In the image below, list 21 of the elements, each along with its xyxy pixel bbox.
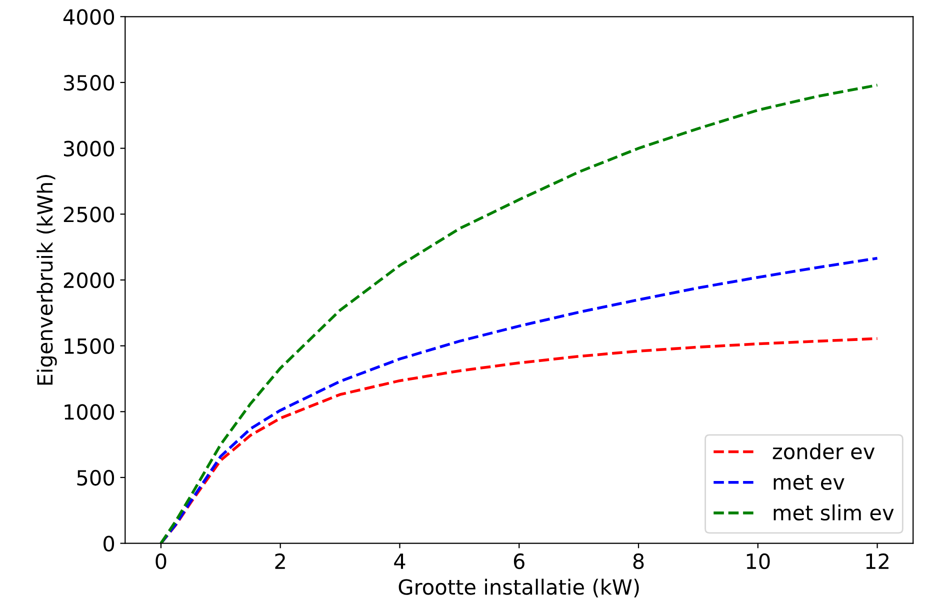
y-axis-title: Eigenverbruik (kWh) [36, 175, 57, 385]
y-tick-label: 500 [77, 470, 114, 486]
legend-label: zonder ev [772, 443, 875, 460]
y-tick-label: 4000 [63, 9, 114, 25]
legend-label: met slim ev [774, 504, 894, 521]
x-tick-label: 4 [394, 554, 406, 569]
legend-label: met ev [774, 475, 844, 490]
x-tick-label: 8 [633, 553, 644, 570]
y-tick-label: 1500 [64, 338, 114, 354]
x-tick-label: 12 [866, 553, 888, 569]
y-tick-label: 3000 [64, 140, 114, 157]
x-axis-title: Grootte installatie (kW) [398, 578, 639, 598]
y-tick-label: 3500 [64, 74, 114, 91]
y-tick-label: 1000 [64, 404, 114, 420]
y-tick-label: 2000 [64, 272, 114, 288]
y-tick-label: 2500 [64, 206, 114, 222]
y-tick-label: 0 [104, 536, 114, 552]
x-tick-label: 10 [746, 553, 770, 570]
x-tick-label: 6 [514, 553, 524, 570]
x-tick-label: 0 [156, 553, 166, 570]
x-tick-label: 2 [275, 553, 285, 569]
